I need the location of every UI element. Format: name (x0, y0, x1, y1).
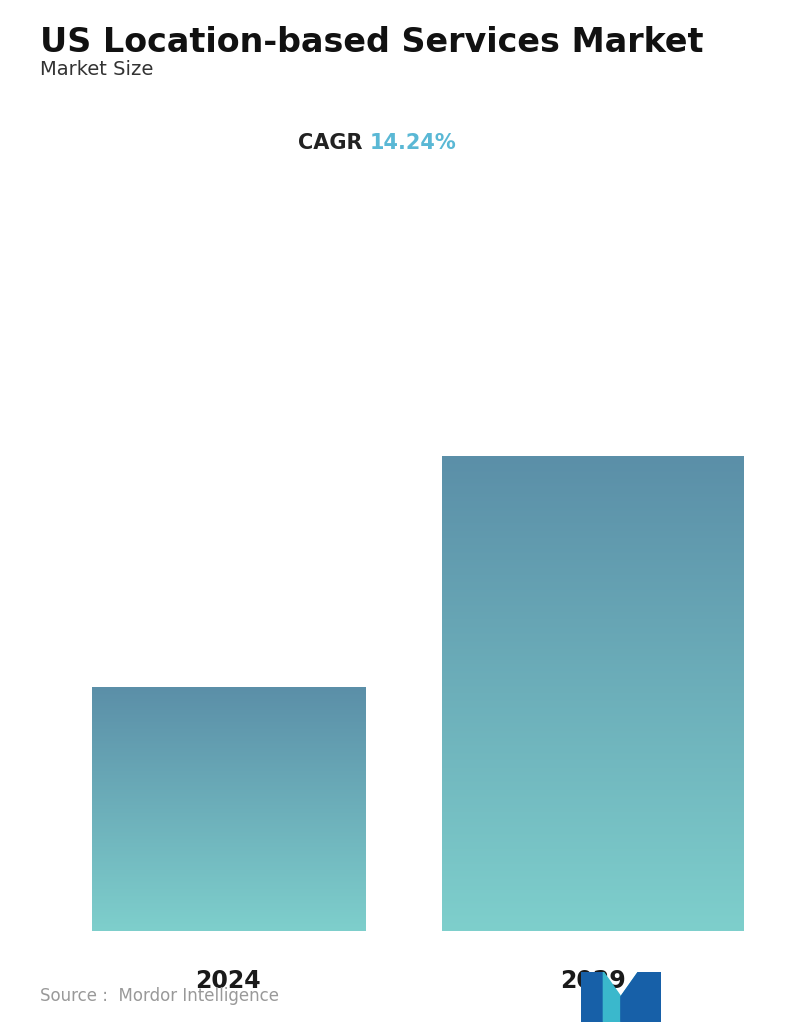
Polygon shape (621, 972, 638, 1022)
Text: 2029: 2029 (560, 969, 626, 993)
Text: CAGR: CAGR (298, 132, 362, 153)
Text: Source :  Mordor Intelligence: Source : Mordor Intelligence (40, 987, 279, 1005)
Text: Market Size: Market Size (40, 60, 153, 79)
Text: US Location-based Services Market: US Location-based Services Market (40, 26, 704, 59)
Polygon shape (581, 972, 603, 1022)
Text: 14.24%: 14.24% (370, 132, 457, 153)
Polygon shape (603, 972, 638, 1022)
Text: 2024: 2024 (196, 969, 261, 993)
Polygon shape (638, 972, 661, 1022)
